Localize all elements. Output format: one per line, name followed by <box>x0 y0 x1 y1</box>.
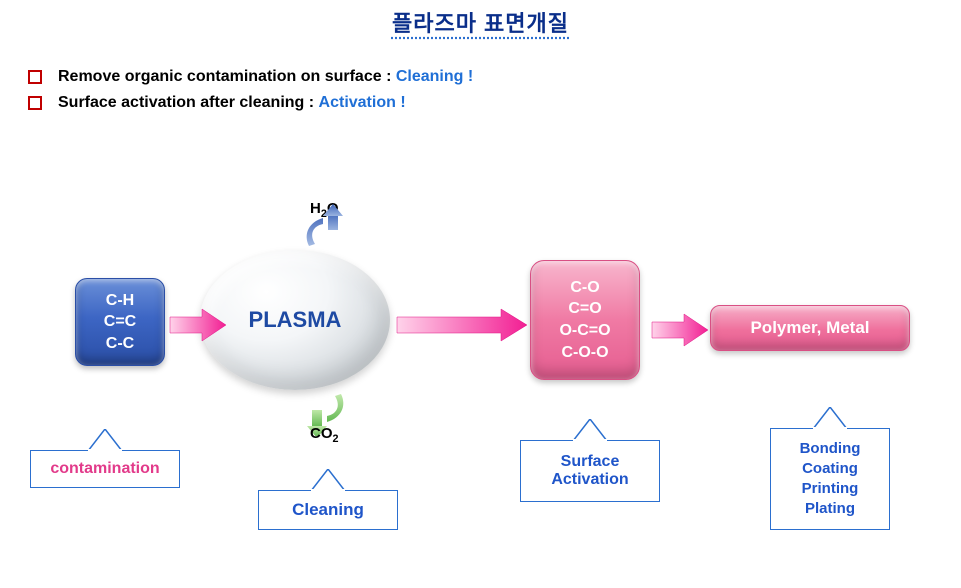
callout-line: Surface <box>551 453 628 471</box>
bullet-item: Surface activation after cleaning : Acti… <box>28 94 961 112</box>
substrate-label: Polymer, Metal <box>750 318 869 338</box>
chem-line: C-O <box>559 277 610 299</box>
callout-applications: Bonding Coating Printing Plating <box>770 428 890 530</box>
callout-text: contamination <box>50 460 159 478</box>
square-bullet-icon <box>28 96 42 110</box>
chem-line: C=C <box>104 311 136 333</box>
chem-line: C=O <box>559 298 610 320</box>
bullet-item: Remove organic contamination on surface … <box>28 68 961 86</box>
callout-line: Printing <box>800 479 861 499</box>
callout-contamination: contamination <box>30 450 180 488</box>
flow-arrow-icon <box>650 310 720 350</box>
node-oxygen-groups: C-O C=O O-C=O C-O-O <box>530 260 640 380</box>
chem-line: C-C <box>104 333 136 355</box>
callout-line: Plating <box>800 499 861 519</box>
node-lines: C-O C=O O-C=O C-O-O <box>559 277 610 363</box>
gas-sub: 2 <box>333 433 339 445</box>
callout-text: Surface Activation <box>551 453 628 489</box>
node-contaminants: C-H C=C C-C <box>75 278 165 366</box>
bullet-prefix: Surface activation after cleaning : <box>58 94 314 112</box>
callout-text: Cleaning <box>292 500 364 520</box>
node-substrate: Polymer, Metal <box>710 305 910 351</box>
callout-arrow-icon <box>813 407 847 429</box>
square-bullet-icon <box>28 70 42 84</box>
callout-cleaning: Cleaning <box>258 490 398 530</box>
bottom-gas-label: CO2 <box>310 425 339 445</box>
chem-line: C-O-O <box>559 342 610 364</box>
callout-text: Bonding Coating Printing Plating <box>800 439 861 520</box>
node-lines: C-H C=C C-C <box>104 290 136 355</box>
page-title: 플라즈마 표면개질 <box>0 0 961 38</box>
chem-line: O-C=O <box>559 320 610 342</box>
plasma-label: PLASMA <box>249 307 342 333</box>
bullet-highlight: Activation ! <box>319 94 406 112</box>
bullet-list: Remove organic contamination on surface … <box>28 68 961 112</box>
up-arrow-icon <box>295 204 355 250</box>
chem-line: C-H <box>104 290 136 312</box>
callout-line: Coating <box>800 459 861 479</box>
diagram-stage: H2O C-H C=C C-C PLASMA C-O C=O O-C=O <box>0 170 961 580</box>
callout-arrow-icon <box>88 429 122 451</box>
bullet-prefix: Remove organic contamination on surface … <box>58 68 391 86</box>
title-text: 플라즈마 표면개질 <box>392 11 569 36</box>
flow-arrow-icon <box>395 305 535 345</box>
callout-activation: Surface Activation <box>520 440 660 502</box>
callout-arrow-icon <box>311 469 345 491</box>
callout-line: Activation <box>551 471 628 489</box>
callout-arrow-icon <box>573 419 607 441</box>
callout-line: Bonding <box>800 439 861 459</box>
gas-co: CO <box>310 425 333 442</box>
flow-arrow-icon <box>168 305 238 345</box>
bullet-highlight: Cleaning ! <box>396 68 473 86</box>
